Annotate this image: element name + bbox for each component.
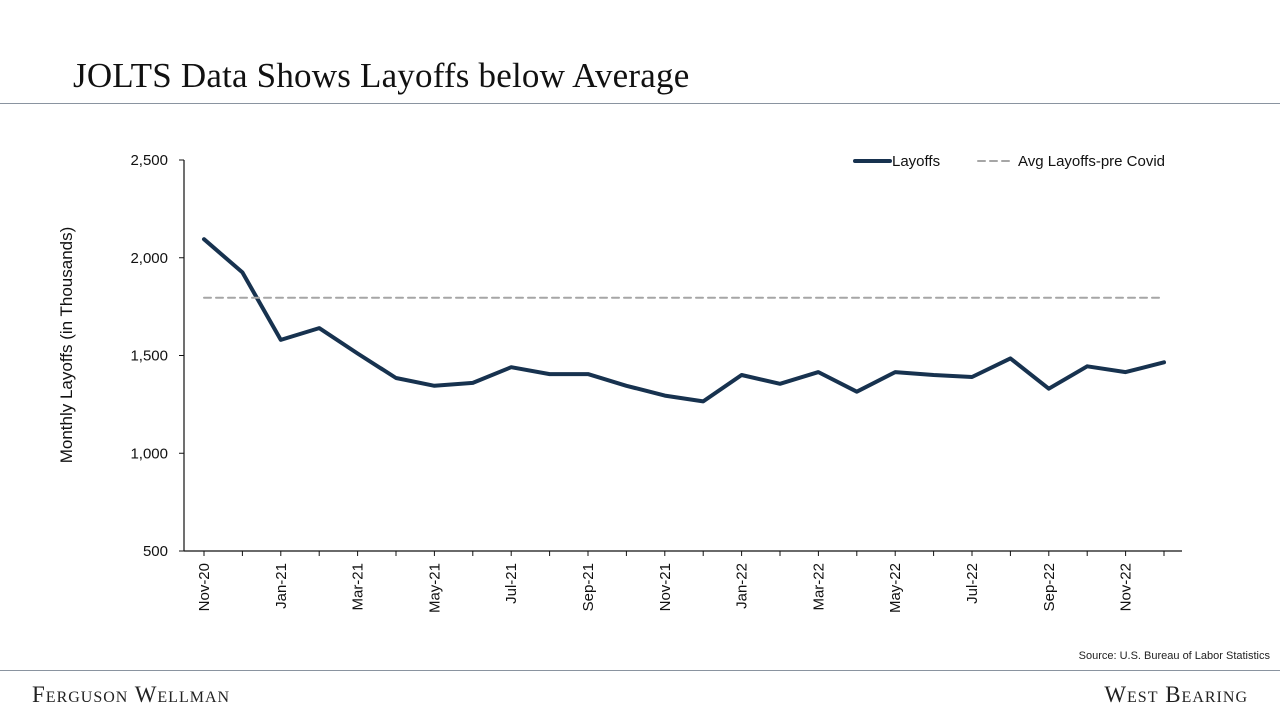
x-tick-label: Jul-21 [503, 563, 520, 604]
x-tick-label: Jan-22 [734, 563, 751, 609]
layoffs-line-chart: 500 1,000 1,500 2,000 2,500 Nov-20 Jan-21 Mar-… [57, 152, 1182, 613]
series-line-layoffs [202, 237, 1166, 404]
page-title: JOLTS Data Shows Layoffs below Average [73, 56, 690, 95]
brand-ferguson-wellman: Ferguson Wellman [32, 682, 231, 707]
x-tick-label: Nov-21 [657, 563, 674, 611]
x-tick-label: Jul-22 [964, 563, 981, 604]
x-tick-label: Jan-21 [273, 563, 290, 609]
legend-label-avg-layoffs-pre-covid: Avg Layoffs-pre Covid [1018, 153, 1165, 170]
x-tick-label: May-22 [887, 563, 904, 613]
x-tick-label: Sep-22 [1041, 563, 1058, 611]
y-tick-label: 2,000 [130, 250, 168, 267]
footer-divider [0, 670, 1280, 671]
header-divider [0, 103, 1280, 104]
x-tick-label: Mar-21 [350, 563, 367, 611]
source-note: Source: U.S. Bureau of Labor Statistics [1078, 650, 1270, 662]
y-axis-label: Monthly Layoffs (in Thousands) [57, 227, 76, 464]
x-axis: Nov-20 Jan-21 Mar-21 May-21 Jul-21 Sep-21 Nov-… [184, 550, 1182, 613]
series-layer [202, 237, 1166, 404]
legend-label-layoffs: Layoffs [892, 153, 940, 170]
y-tick-label: 1,500 [130, 348, 168, 365]
legend: Layoffs Avg Layoffs-pre Covid [853, 153, 1165, 170]
y-tick-label: 500 [143, 543, 168, 560]
x-tick-label: Sep-21 [580, 563, 597, 611]
x-tick-label: Mar-22 [810, 563, 827, 611]
brand-west-bearing: West Bearing [1104, 682, 1248, 707]
y-tick-label: 2,500 [130, 152, 168, 169]
x-tick-label: Nov-20 [196, 563, 213, 611]
x-tick-label: May-21 [426, 563, 443, 613]
y-axis: 500 1,000 1,500 2,000 2,500 [130, 152, 185, 560]
x-tick-label: Nov-22 [1118, 563, 1135, 611]
y-tick-label: 1,000 [130, 445, 168, 462]
